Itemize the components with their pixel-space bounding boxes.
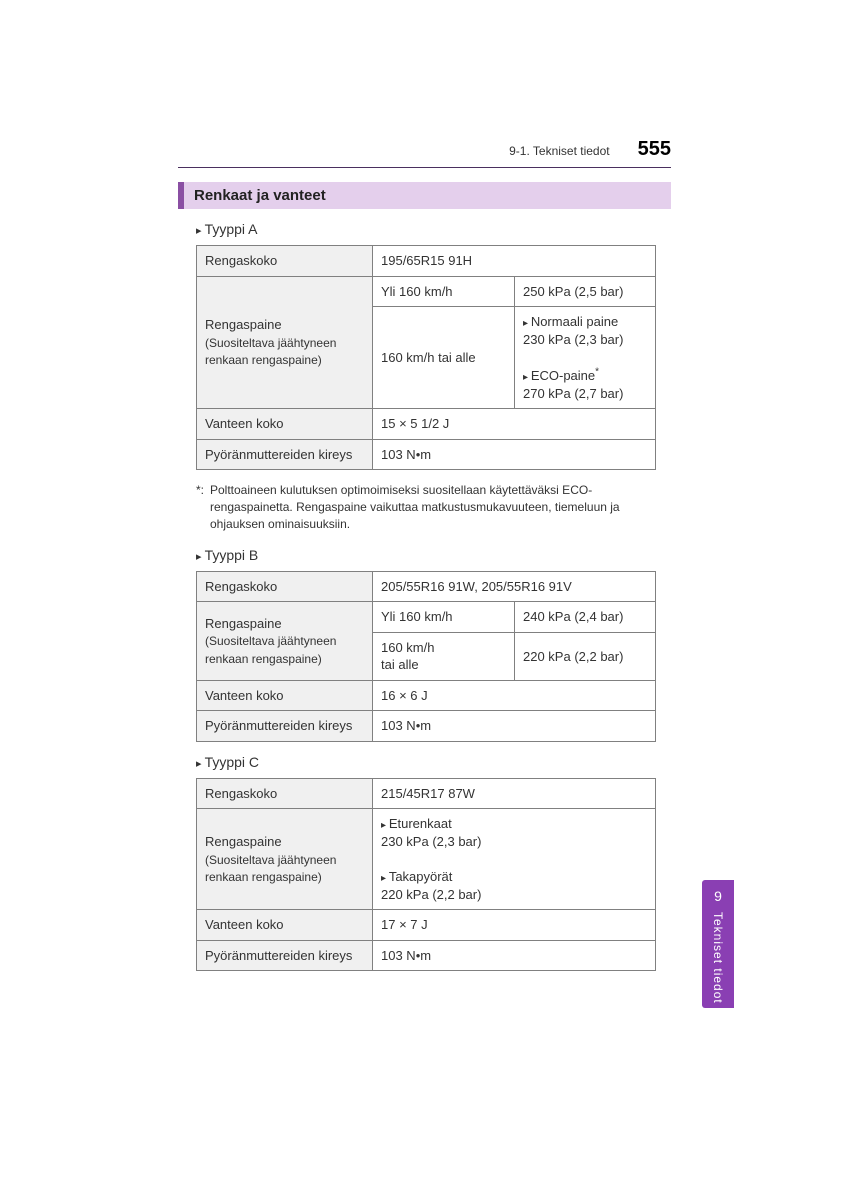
- cell-label: Pyöränmuttereiden kireys: [197, 940, 373, 971]
- cell-value: 240 kPa (2,4 bar): [515, 602, 656, 633]
- header-rule: [178, 167, 671, 168]
- table-row: Vanteen koko 16 × 6 J: [197, 680, 656, 711]
- type-c-table: Rengaskoko 215/45R17 87W Rengaspaine (Su…: [196, 778, 656, 971]
- table-row: Pyöränmuttereiden kireys 103 N•m: [197, 940, 656, 971]
- type-b-heading: Tyyppi B: [196, 547, 671, 563]
- footnote: *: Polttoaineen kulutuksen optimoimiseks…: [196, 482, 671, 532]
- pressure-label: Rengaspaine: [205, 317, 282, 332]
- cell-value: Eturenkaat 230 kPa (2,3 bar) Takapyörät …: [373, 809, 656, 910]
- rear-tires-label: Takapyörät: [381, 869, 452, 884]
- cell-value: 16 × 6 J: [373, 680, 656, 711]
- cell-label: Rengaskoko: [197, 778, 373, 809]
- cell-label: Vanteen koko: [197, 680, 373, 711]
- type-b-table: Rengaskoko 205/55R16 91W, 205/55R16 91V …: [196, 571, 656, 742]
- cell-value: 195/65R15 91H: [373, 246, 656, 277]
- cell-value: Normaali paine 230 kPa (2,3 bar) ECO-pai…: [515, 307, 656, 409]
- cell-label: Rengaskoko: [197, 246, 373, 277]
- table-row: Pyöränmuttereiden kireys 103 N•m: [197, 439, 656, 470]
- pressure-sublabel: (Suositeltava jäähtyneen renkaan rengasp…: [205, 634, 336, 666]
- page-content: 9-1. Tekniset tiedot 555 Renkaat ja vant…: [178, 138, 671, 983]
- pressure-sublabel: (Suositeltava jäähtyneen renkaan rengasp…: [205, 336, 336, 368]
- type-a-heading: Tyyppi A: [196, 221, 671, 237]
- table-row: Pyöränmuttereiden kireys 103 N•m: [197, 711, 656, 742]
- page-header: 9-1. Tekniset tiedot 555: [178, 138, 671, 161]
- cell-condition: Yli 160 km/h: [373, 276, 515, 307]
- page-number: 555: [638, 138, 671, 161]
- table-row: Rengaspaine (Suositeltava jäähtyneen ren…: [197, 276, 656, 307]
- table-row: Rengaspaine (Suositeltava jäähtyneen ren…: [197, 809, 656, 910]
- cell-value: 205/55R16 91W, 205/55R16 91V: [373, 571, 656, 602]
- cell-label: Pyöränmuttereiden kireys: [197, 439, 373, 470]
- front-tires-value: 230 kPa (2,3 bar): [381, 834, 481, 849]
- cell-value: 250 kPa (2,5 bar): [515, 276, 656, 307]
- table-row: Rengaskoko 215/45R17 87W: [197, 778, 656, 809]
- side-tab-number: 9: [714, 888, 722, 904]
- cell-value: 17 × 7 J: [373, 910, 656, 941]
- cell-condition: 160 km/h tai alle: [373, 307, 515, 409]
- cell-value: 103 N•m: [373, 940, 656, 971]
- section-label: 9-1. Tekniset tiedot: [509, 144, 610, 158]
- type-a-table: Rengaskoko 195/65R15 91H Rengaspaine (Su…: [196, 245, 656, 470]
- normal-pressure-value: 230 kPa (2,3 bar): [523, 332, 623, 347]
- normal-pressure-label: Normaali paine: [523, 314, 618, 329]
- cell-condition: 160 km/htai alle: [373, 632, 515, 680]
- cell-label: Rengaspaine (Suositeltava jäähtyneen ren…: [197, 602, 373, 681]
- cell-value: 103 N•m: [373, 711, 656, 742]
- table-row: Vanteen koko 15 × 5 1/2 J: [197, 409, 656, 440]
- cell-value: 215/45R17 87W: [373, 778, 656, 809]
- cell-label: Vanteen koko: [197, 910, 373, 941]
- side-tab-text: Tekniset tiedot: [711, 912, 725, 1004]
- footnote-mark: *:: [196, 482, 210, 532]
- pressure-label: Rengaspaine: [205, 616, 282, 631]
- table-row: Rengaspaine (Suositeltava jäähtyneen ren…: [197, 602, 656, 633]
- cell-label: Pyöränmuttereiden kireys: [197, 711, 373, 742]
- pressure-label: Rengaspaine: [205, 834, 282, 849]
- type-c-heading: Tyyppi C: [196, 754, 671, 770]
- rear-tires-value: 220 kPa (2,2 bar): [381, 887, 481, 902]
- pressure-sublabel: (Suositeltava jäähtyneen renkaan rengasp…: [205, 853, 336, 885]
- cell-value: 15 × 5 1/2 J: [373, 409, 656, 440]
- front-tires-label: Eturenkaat: [381, 816, 452, 831]
- eco-pressure-value: 270 kPa (2,7 bar): [523, 386, 623, 401]
- table-row: Rengaskoko 205/55R16 91W, 205/55R16 91V: [197, 571, 656, 602]
- cell-label: Rengaspaine (Suositeltava jäähtyneen ren…: [197, 276, 373, 409]
- cell-label: Vanteen koko: [197, 409, 373, 440]
- section-heading: Renkaat ja vanteet: [178, 182, 671, 209]
- side-tab: 9 Tekniset tiedot: [702, 880, 734, 1008]
- cell-label: Rengaskoko: [197, 571, 373, 602]
- footnote-text: Polttoaineen kulutuksen optimoimiseksi s…: [210, 482, 671, 532]
- cell-value: 103 N•m: [373, 439, 656, 470]
- cell-condition: Yli 160 km/h: [373, 602, 515, 633]
- eco-pressure-label: ECO-paine*: [523, 368, 599, 383]
- table-row: Vanteen koko 17 × 7 J: [197, 910, 656, 941]
- table-row: Rengaskoko 195/65R15 91H: [197, 246, 656, 277]
- cell-label: Rengaspaine (Suositeltava jäähtyneen ren…: [197, 809, 373, 910]
- cell-value: 220 kPa (2,2 bar): [515, 632, 656, 680]
